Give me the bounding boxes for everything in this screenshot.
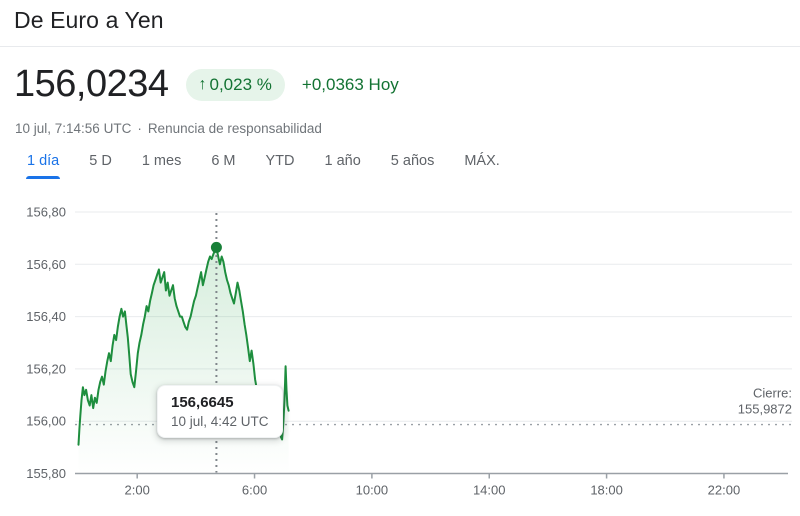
marker-dot	[210, 241, 222, 253]
page-title: De Euro a Yen	[14, 7, 164, 33]
tooltip-time: 10 jul, 4:42 UTC	[171, 414, 269, 429]
x-tick-label: 6:00	[242, 483, 267, 498]
price-chart-svg[interactable]: 155,80 156,00 156,20 156,40 156,60 156,80 2:00…	[0, 196, 800, 516]
y-tick-label: 156,80	[26, 205, 66, 220]
tab-ytd[interactable]: YTD	[265, 153, 295, 169]
tab-1-ano[interactable]: 1 año	[324, 153, 361, 169]
range-tabs: 1 día 5 D 1 mes 6 M YTD 1 año 5 años MÁX…	[12, 149, 515, 181]
x-tick-label: 22:00	[708, 483, 741, 498]
y-tick-label: 156,00	[26, 414, 66, 429]
quote-meta: 10 jul, 7:14:56 UTC · Renuncia de respon…	[15, 121, 322, 136]
tab-1-mes[interactable]: 1 mes	[141, 153, 182, 169]
price-chart[interactable]: 155,80 156,00 156,20 156,40 156,60 156,80 2:00…	[0, 196, 800, 516]
close-value-label: 155,9872	[738, 402, 792, 417]
y-tick-label: 156,60	[26, 257, 66, 272]
y-tick-label: 155,80	[26, 466, 66, 481]
change-absolute: +0,0363 Hoy	[301, 74, 399, 94]
tab-6-m[interactable]: 6 M	[211, 153, 236, 169]
arrow-up-icon: ↑	[198, 75, 207, 93]
quote-timestamp: 10 jul, 7:14:56 UTC	[15, 121, 132, 136]
x-tick-label: 2:00	[125, 483, 150, 498]
y-tick-label: 156,40	[26, 309, 66, 324]
tab-5-anos[interactable]: 5 años	[390, 153, 435, 169]
change-percent-badge: ↑ 0,023 %	[185, 68, 285, 101]
header-divider	[0, 46, 800, 47]
tab-1-dia[interactable]: 1 día	[12, 149, 74, 181]
tab-max[interactable]: MÁX.	[464, 153, 500, 169]
close-label: Cierre:	[753, 386, 792, 401]
current-price: 156,0234	[14, 63, 169, 105]
meta-separator: ·	[137, 121, 142, 136]
price-row: 156,0234 ↑ 0,023 % +0,0363 Hoy	[14, 63, 399, 106]
x-tick-label: 10:00	[356, 483, 389, 498]
change-percent-value: 0,023 %	[209, 74, 272, 94]
x-tick-label: 14:00	[473, 483, 506, 498]
chart-tooltip: 156,6645 10 jul, 4:42 UTC	[157, 385, 283, 438]
tooltip-price: 156,6645	[171, 394, 234, 411]
x-tick-label: 18:00	[590, 483, 623, 498]
disclaimer-link[interactable]: Renuncia de responsabilidad	[147, 121, 322, 136]
y-tick-label: 156,20	[26, 361, 66, 376]
tab-5-d[interactable]: 5 D	[89, 153, 112, 169]
